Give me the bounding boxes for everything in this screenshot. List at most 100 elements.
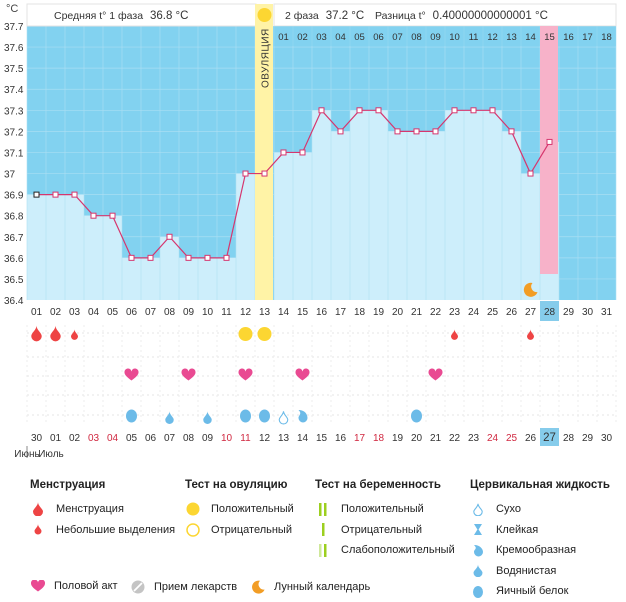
- temp-bar: [141, 257, 160, 300]
- legend-label: Отрицательный: [341, 523, 422, 536]
- phase2-day-label: 04: [335, 32, 346, 43]
- temp-bar: [217, 257, 236, 300]
- cycle-day-label: 08: [164, 307, 176, 318]
- y-tick-label: 37.1: [4, 148, 24, 159]
- temp-point[interactable]: [489, 107, 496, 114]
- temp-bar: [521, 173, 540, 300]
- temp-bar: [27, 194, 46, 300]
- temp-point[interactable]: [375, 107, 382, 114]
- cycle-day-label: 22: [430, 307, 442, 318]
- legend-menstruation-title: Менструация: [30, 479, 106, 491]
- chart-marks: ОВУЛЯЦИЯ 01 02 03 04 05 06 07 08 09 10 11 12 13 14 15 16…: [14, 4, 616, 460]
- phase2-day-label: 14: [525, 32, 536, 43]
- legend-label: Отрицательный: [211, 523, 292, 536]
- legend-cervical: Цервикальная жидкость Сухо Клейкая Кремо…: [470, 479, 610, 602]
- creamy-icon: [470, 544, 486, 557]
- temp-point[interactable]: [166, 233, 173, 240]
- current-date-box: [540, 428, 559, 446]
- cycle-day-label: 03: [69, 307, 81, 318]
- temp-point[interactable]: [71, 191, 78, 198]
- temp-bar: [179, 257, 198, 300]
- legend-pregnancy-title: Тест на беременность: [315, 479, 441, 491]
- calendar-date-label: 29: [582, 433, 594, 444]
- temp-point[interactable]: [451, 107, 458, 114]
- small-drop-icon: [451, 329, 458, 340]
- egg-white-icon: [470, 585, 486, 598]
- calendar-date-label: 27: [543, 432, 556, 444]
- temp-point[interactable]: [185, 254, 192, 261]
- legend-label: Яичный белок: [496, 585, 569, 598]
- temp-point[interactable]: [508, 128, 515, 135]
- legend-medication: Прием лекарств: [130, 580, 237, 594]
- test-positive-icon: [315, 502, 331, 516]
- phase2-day-label: 07: [392, 32, 403, 43]
- temp-point[interactable]: [204, 254, 211, 261]
- temp-point[interactable]: [33, 191, 40, 198]
- cycle-day-label: 28: [544, 307, 556, 318]
- blood-drop-icon: [30, 502, 46, 517]
- temp-point[interactable]: [223, 254, 230, 261]
- temp-point[interactable]: [470, 107, 477, 114]
- small-drop-icon: [30, 524, 46, 535]
- temp-point[interactable]: [299, 149, 306, 156]
- temp-point[interactable]: [52, 191, 59, 198]
- ovulation-column: [255, 4, 273, 300]
- temp-point[interactable]: [527, 170, 534, 177]
- cycle-day-label: 15: [297, 307, 309, 318]
- cycle-day-label: 23: [449, 307, 461, 318]
- phase2-day-label: 02: [297, 32, 308, 43]
- phase2-day-label: 05: [354, 32, 365, 43]
- temp-point[interactable]: [413, 128, 420, 135]
- legend-label: Небольшие выделения: [56, 523, 176, 536]
- temp-point[interactable]: [356, 107, 363, 114]
- calendar-date-label: 08: [183, 433, 195, 444]
- legend-item: Менструация: [30, 499, 175, 520]
- calendar-date-label: 16: [335, 433, 347, 444]
- temp-point[interactable]: [337, 128, 344, 135]
- legend-item: Положительный: [315, 499, 455, 520]
- y-tick-label: 36.4: [4, 296, 24, 307]
- phase2-value: 37.2 °C: [326, 10, 364, 22]
- temp-point[interactable]: [109, 212, 116, 219]
- temp-bar: [464, 110, 483, 300]
- calendar-date-label: 24: [487, 433, 499, 444]
- temp-point[interactable]: [90, 212, 97, 219]
- heart-icon: [124, 368, 139, 381]
- heart-icon: [30, 580, 46, 592]
- calendar-date-label: 09: [202, 433, 214, 444]
- y-tick-label: 37.3: [4, 106, 24, 117]
- temp-point[interactable]: [242, 170, 249, 177]
- legend-label: Слабоположительный: [341, 544, 455, 557]
- legend-label: Кремообразная: [496, 544, 577, 557]
- legend-item: Сухо: [470, 499, 610, 520]
- phase2-day-label: 10: [449, 32, 460, 43]
- legend-item: Клейкая: [470, 520, 610, 541]
- temp-point[interactable]: [147, 254, 154, 261]
- calendar-date-label: 11: [240, 433, 251, 444]
- temp-bar: [331, 131, 350, 300]
- temp-point[interactable]: [546, 138, 553, 145]
- cycle-day-label: 07: [145, 307, 157, 318]
- calendar-date-label: 21: [430, 433, 442, 444]
- cycle-day-label: 14: [278, 307, 290, 318]
- avg-phase1-value: 36.8 °C: [150, 10, 188, 22]
- phase2-day-label: 09: [430, 32, 441, 43]
- temp-bar: [46, 194, 65, 300]
- legend-label: Водянистая: [496, 564, 557, 577]
- month-label: Июль: [38, 449, 64, 460]
- diff-value: 0.40000000000001 °C: [433, 10, 548, 22]
- temp-point[interactable]: [261, 170, 268, 177]
- ovulation-sun-icon: [257, 8, 272, 22]
- temp-point[interactable]: [318, 107, 325, 114]
- cycle-day-label: 09: [183, 307, 195, 318]
- ovulation-test-icon: [257, 327, 272, 341]
- temp-point[interactable]: [128, 254, 135, 261]
- temp-point[interactable]: [280, 149, 287, 156]
- sticky-icon: [470, 523, 486, 536]
- temp-point[interactable]: [394, 128, 401, 135]
- calendar-date-label: 30: [31, 433, 43, 444]
- cycle-day-label: 25: [487, 307, 499, 318]
- phase2-highlight: [540, 26, 558, 274]
- watery-drop-icon: [470, 564, 486, 578]
- temp-point[interactable]: [432, 128, 439, 135]
